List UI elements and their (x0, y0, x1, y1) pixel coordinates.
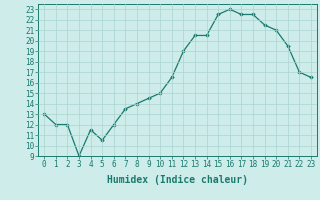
X-axis label: Humidex (Indice chaleur): Humidex (Indice chaleur) (107, 175, 248, 185)
